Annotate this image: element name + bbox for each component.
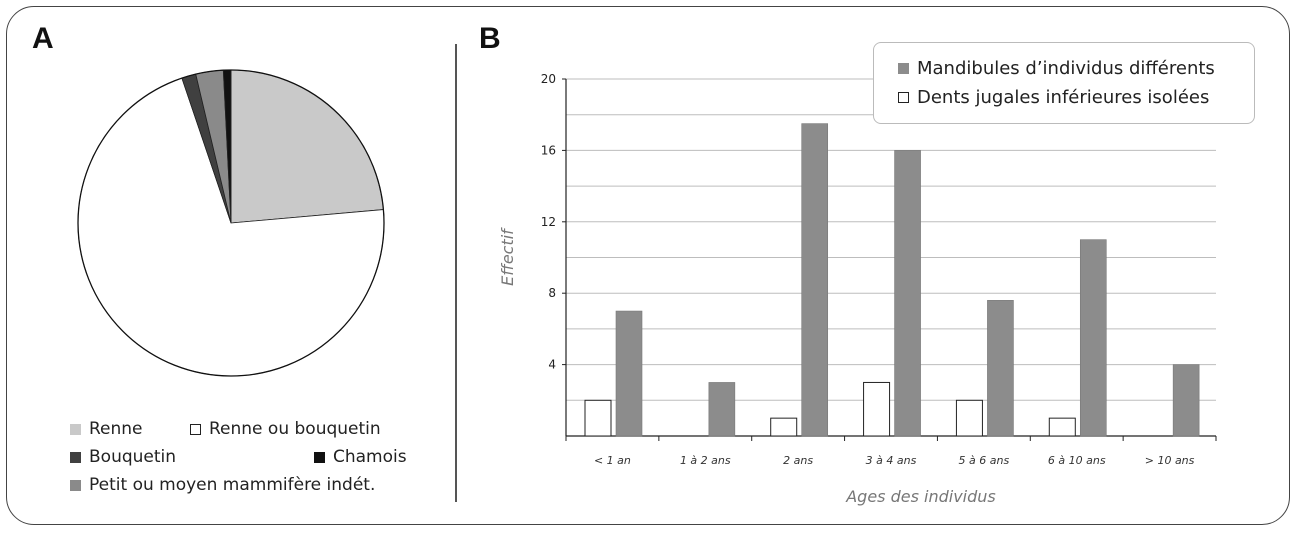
bar-legend-swatch-dents	[898, 92, 909, 103]
x-tick-label-1-a-2-ans: 1 à 2 ans	[680, 454, 731, 467]
panel-b-label: B	[479, 22, 501, 55]
x-tick-label-5-a-6-ans: 5 à 6 ans	[959, 454, 1010, 467]
pie-chart	[77, 69, 385, 377]
bar-mandibules-1-an	[615, 310, 643, 437]
bar-legend-dents: Dents jugales inférieures isolées	[898, 87, 1209, 108]
x-axis-title: Ages des individus	[845, 487, 996, 506]
y-tick-label: 20	[541, 72, 556, 86]
legend-petit-moyen: Petit ou moyen mammifère indét.	[70, 475, 375, 495]
bar-dents-2-ans	[770, 417, 798, 437]
bar-legend-label-dents: Dents jugales inférieures isolées	[917, 87, 1210, 108]
legend-swatch-bouquetin	[70, 451, 81, 463]
legend-label-bouquetin: Bouquetin	[89, 447, 177, 467]
y-tick-label: 16	[541, 143, 556, 157]
legend-swatch-petit-moyen	[70, 479, 81, 491]
bar-mandibules-6-a-10-ans	[1079, 239, 1107, 437]
legend-swatch-renne	[70, 423, 81, 435]
bar-dents-6-a-10-ans	[1048, 417, 1076, 437]
x-tick-label-1-an: < 1 an	[594, 454, 631, 467]
bar-dents-5-a-6-ans	[955, 399, 983, 437]
bar-mandibules-2-ans	[801, 123, 829, 437]
y-tick-label: 12	[541, 215, 556, 229]
pie-outline	[77, 69, 385, 377]
legend-label-petit-moyen: Petit ou moyen mammifère indét.	[89, 475, 376, 495]
x-tick-label-6-a-10-ans: 6 à 10 ans	[1048, 454, 1106, 467]
bar-dents-1-an	[584, 399, 612, 437]
y-tick-label: 8	[548, 286, 556, 300]
bar-legend-swatch-mandibules	[898, 63, 909, 74]
figure-frame	[6, 6, 1290, 525]
legend-swatch-renne-ou-bouquetin	[190, 423, 201, 435]
legend-label-chamois: Chamois	[333, 447, 407, 467]
x-tick-label-10-ans: > 10 ans	[1145, 454, 1195, 467]
legend-label-renne: Renne	[89, 419, 143, 439]
pie-slice-renne	[230, 69, 384, 224]
bar-mandibules-3-a-4-ans	[894, 150, 921, 437]
bar-legend-mandibules: Mandibules d’individus différents	[898, 58, 1215, 79]
x-tick-label-3-a-4-ans: 3 à 4 ans	[866, 454, 917, 467]
legend-renne-ou-bouquetin: Renne ou bouquetin	[190, 419, 381, 439]
bar-mandibules-5-a-6-ans	[987, 300, 1014, 437]
legend-bouquetin: Bouquetin	[70, 447, 176, 467]
bar-legend-label-mandibules: Mandibules d’individus différents	[917, 58, 1215, 79]
bar-chart: 4 8 12 16 20 < 1 an 1 à 2 ans 2 ans 3 à 4 ans 5 à…	[498, 72, 1217, 506]
legend-swatch-chamois	[314, 451, 325, 463]
x-tick-label-2-ans: 2 ans	[783, 454, 813, 467]
panel-a-label: A	[32, 22, 54, 55]
bar-mandibules-10-ans	[1172, 364, 1200, 437]
panel-divider	[455, 44, 457, 502]
legend-chamois: Chamois	[314, 447, 407, 467]
legend-renne: Renne	[70, 419, 143, 439]
y-tick-label: 4	[548, 358, 556, 372]
y-axis-title: Effectif	[498, 227, 517, 286]
legend-label-renne-ou-bouquetin: Renne ou bouquetin	[209, 419, 381, 439]
bar-dents-3-a-4-ans	[863, 381, 891, 437]
bar-legend: Mandibules d’individus différents Dents …	[873, 42, 1255, 124]
bar-mandibules-1-a-2-ans	[708, 382, 736, 437]
